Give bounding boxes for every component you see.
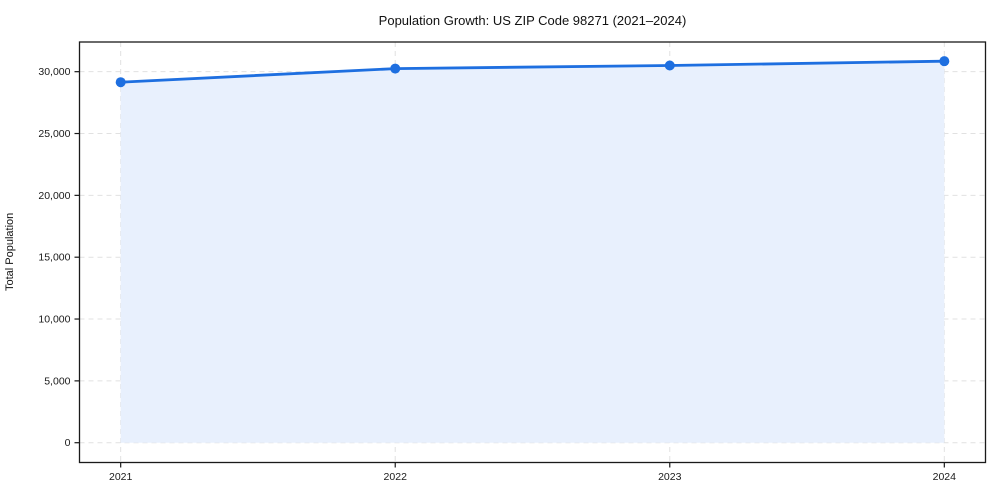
data-point-2023: [664, 60, 675, 71]
x-tick-label: 2022: [384, 471, 408, 483]
trend-line: [119, 59, 946, 84]
area-fill: [120, 61, 945, 443]
data-point-2021: [115, 77, 126, 88]
y-tick-label: 15,000: [38, 252, 70, 264]
y-tick-label: 10,000: [38, 314, 70, 326]
y-tick-label: 0: [65, 437, 71, 449]
chart-title: Population Growth: US ZIP Code 98271 (20…: [378, 13, 687, 28]
y-tick-label: 30,000: [38, 66, 70, 78]
data-point-2024: [939, 56, 950, 67]
x-tick-label: 2023: [658, 471, 682, 483]
y-tick-label: 5,000: [44, 375, 70, 387]
data-point-2022: [390, 63, 401, 74]
y-axis-label: Total Population: [4, 212, 16, 292]
y-tick-label: 25,000: [38, 128, 70, 140]
y-tick-label: 20,000: [38, 190, 70, 202]
x-tick-label: 2021: [109, 471, 133, 483]
plot-border: [78, 41, 987, 464]
x-tick-label: 2024: [933, 471, 957, 483]
